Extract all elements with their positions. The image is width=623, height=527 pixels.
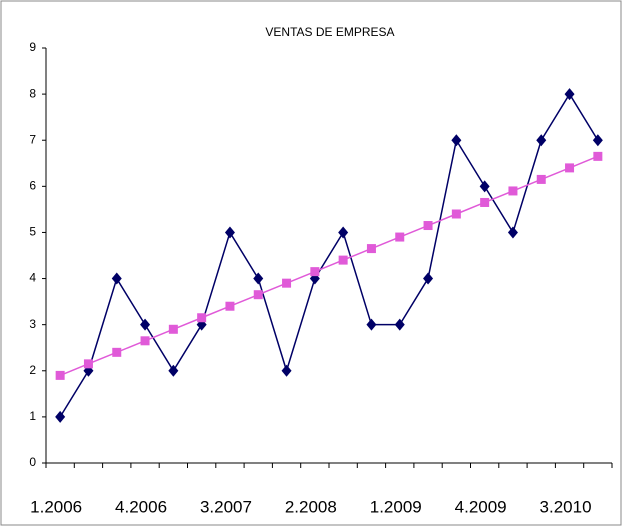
y-tick-label: 3 — [29, 317, 36, 331]
marker — [536, 134, 547, 147]
marker — [168, 324, 178, 334]
marker — [55, 370, 65, 380]
series-line — [59, 155, 599, 377]
marker — [508, 186, 518, 196]
y-tick-label: 7 — [29, 132, 36, 146]
y-tick-label: 4 — [29, 271, 36, 285]
marker — [225, 301, 235, 311]
marker — [479, 180, 490, 193]
marker — [55, 410, 66, 423]
x-tick-label: 4.2009 — [455, 497, 507, 516]
y-tick-label: 9 — [29, 40, 36, 54]
x-tick-label: 3.2007 — [200, 497, 252, 516]
x-tick-label: 4.2006 — [115, 497, 167, 516]
marker — [140, 336, 150, 346]
x-tick-label: 2.2008 — [285, 497, 337, 516]
marker — [480, 197, 490, 207]
x-tick-label: 1.2006 — [30, 497, 82, 516]
marker — [507, 226, 518, 239]
marker — [394, 318, 405, 331]
marker — [83, 359, 93, 369]
marker — [140, 318, 151, 331]
marker — [451, 209, 461, 219]
series-line — [59, 92, 599, 418]
marker — [592, 134, 603, 147]
y-tick-label: 1 — [29, 409, 36, 423]
y-tick-label: 6 — [29, 179, 36, 193]
marker — [423, 221, 433, 231]
marker — [564, 88, 575, 101]
y-tick-label: 8 — [29, 86, 36, 100]
marker — [395, 232, 405, 242]
marker — [282, 278, 292, 288]
marker — [451, 134, 462, 147]
y-tick-label: 5 — [29, 225, 36, 239]
marker — [366, 318, 377, 331]
marker — [338, 226, 349, 239]
x-tick-label: 3.2010 — [540, 497, 592, 516]
marker — [168, 364, 179, 377]
marker — [338, 255, 348, 265]
marker — [281, 364, 292, 377]
marker — [310, 267, 320, 277]
marker — [197, 313, 207, 323]
marker — [253, 290, 263, 300]
marker — [536, 174, 546, 184]
marker — [224, 226, 235, 239]
marker — [112, 347, 122, 357]
x-tick-label: 1.2009 — [370, 497, 422, 516]
marker — [366, 244, 376, 254]
y-tick-label: 0 — [29, 455, 36, 469]
marker — [111, 272, 122, 285]
marker — [565, 163, 575, 173]
marker — [423, 272, 434, 285]
marker — [593, 151, 603, 161]
y-tick-label: 2 — [29, 363, 36, 377]
marker — [253, 272, 264, 285]
chart-title: VENTAS DE EMPRESA — [265, 25, 394, 39]
